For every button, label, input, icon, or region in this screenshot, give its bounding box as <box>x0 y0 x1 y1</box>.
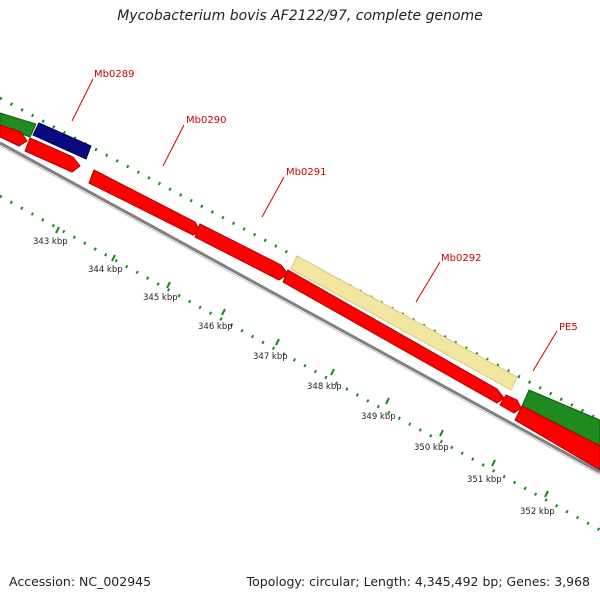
cds-arrow[interactable] <box>24 137 81 173</box>
scale-label: 351 kbp <box>467 475 502 485</box>
cds-arrow[interactable] <box>499 394 522 414</box>
gene-label-mb0292[interactable]: Mb0292 <box>441 253 481 264</box>
gene-label-mb0290[interactable]: Mb0290 <box>186 115 226 126</box>
cds-arrow[interactable] <box>0 124 28 147</box>
cds-track <box>0 124 600 471</box>
inner-gc-track <box>0 194 600 532</box>
map-title: Mycobacterium bovis AF2122/97, complete … <box>117 8 483 24</box>
cds-arrow[interactable] <box>194 223 289 281</box>
scale-label: 352 kbp <box>520 507 555 517</box>
genome-backbone <box>0 141 600 476</box>
green-feature-right[interactable] <box>521 389 600 447</box>
genome-summary-text: Topology: circular; Length: 4,345,492 bp… <box>246 574 590 589</box>
scale-label: 346 kbp <box>198 322 233 332</box>
yellow-feature[interactable] <box>290 255 518 391</box>
scale-label: 348 kbp <box>307 382 342 392</box>
scale-label: 345 kbp <box>143 293 178 303</box>
scale-label: 349 kbp <box>361 412 396 422</box>
scale-label: 343 kbp <box>33 237 68 247</box>
gene-label-mb0289[interactable]: Mb0289 <box>94 69 134 80</box>
scale-label: 344 kbp <box>88 265 123 275</box>
gene-label-pe5[interactable]: PE5 <box>559 322 578 333</box>
cds-arrow[interactable] <box>514 405 600 471</box>
scale-label: 347 kbp <box>253 352 288 362</box>
green-feature-left[interactable] <box>0 112 37 138</box>
gene-label-mb0291[interactable]: Mb0291 <box>286 167 326 178</box>
cds-arrow[interactable] <box>282 269 505 404</box>
scale-label: 350 kbp <box>414 443 449 453</box>
label-leaders <box>71 78 558 372</box>
navy-feature[interactable] <box>32 122 92 160</box>
accession-text: Accession: NC_002945 <box>9 574 152 589</box>
scale-ticks <box>55 226 549 498</box>
